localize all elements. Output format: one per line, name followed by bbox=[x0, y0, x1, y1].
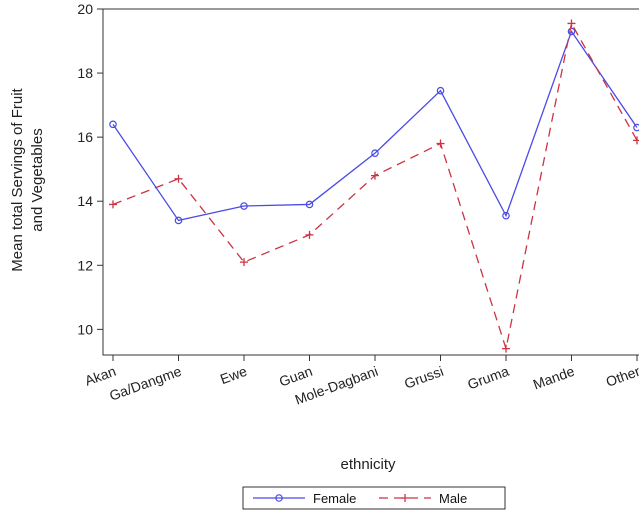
y-tick-label: 20 bbox=[77, 1, 93, 17]
data-point-male bbox=[109, 200, 117, 209]
y-tick-label: 10 bbox=[77, 321, 93, 337]
y-tick-label: 12 bbox=[77, 257, 93, 273]
series-female bbox=[109, 27, 639, 225]
x-tick-label: Ewe bbox=[218, 363, 249, 387]
legend-entry-female: Female bbox=[253, 491, 356, 506]
data-point-female bbox=[436, 86, 445, 95]
x-tick-label: Akan bbox=[83, 363, 118, 389]
y-tick-label: 14 bbox=[77, 193, 93, 209]
data-point-female bbox=[109, 120, 117, 129]
legend-swatch-marker bbox=[275, 494, 283, 502]
series-male bbox=[109, 19, 639, 353]
y-tick-label: 18 bbox=[77, 65, 93, 81]
data-point-male bbox=[567, 19, 576, 28]
data-point-male bbox=[436, 139, 445, 148]
data-point-male bbox=[305, 230, 314, 239]
legend: Female Male bbox=[242, 486, 506, 510]
legend-label: Female bbox=[313, 491, 356, 506]
x-tick-label: Guan bbox=[277, 363, 315, 390]
y-axis-title-line-1: Mean total Servings of Fruit bbox=[9, 87, 26, 271]
legend-entry-male: Male bbox=[379, 491, 467, 506]
legend-label: Male bbox=[439, 491, 467, 506]
data-point-female bbox=[567, 27, 576, 36]
legend-box bbox=[242, 486, 506, 510]
x-tick-label: Gruma bbox=[465, 363, 511, 393]
data-point-female bbox=[371, 149, 379, 157]
data-point-female bbox=[305, 200, 314, 209]
data-point-female bbox=[502, 211, 510, 220]
data-point-male bbox=[633, 136, 639, 145]
x-tick-label: Grussi bbox=[402, 363, 445, 392]
y-axis-title-line-2: and Vegetables bbox=[29, 128, 46, 231]
data-point-female bbox=[633, 123, 639, 132]
x-tick-label: Mande bbox=[531, 363, 577, 393]
x-tick-label: Ga/Dangme bbox=[107, 363, 184, 404]
y-tick-label: 16 bbox=[77, 129, 93, 145]
series-line-female bbox=[112, 30, 638, 222]
legend-swatch-marker bbox=[401, 494, 409, 502]
data-point-male bbox=[371, 171, 379, 180]
data-point-male bbox=[174, 174, 183, 183]
x-tick-label: Other bbox=[604, 363, 639, 390]
data-point-female bbox=[240, 202, 248, 210]
y-axis: 10 12 14 16 18 20 bbox=[77, 1, 103, 337]
series-line-male bbox=[112, 21, 638, 352]
x-axis-title: ethnicity bbox=[340, 456, 396, 473]
series-layer bbox=[109, 19, 639, 353]
data-point-female bbox=[174, 216, 183, 225]
data-point-male bbox=[502, 344, 510, 353]
plot-border bbox=[102, 8, 639, 356]
plot-area bbox=[102, 8, 639, 356]
data-point-male bbox=[240, 258, 248, 267]
